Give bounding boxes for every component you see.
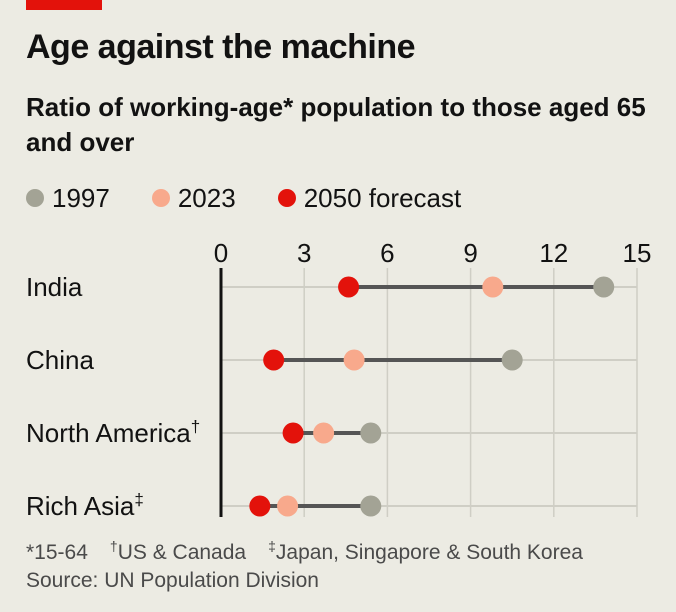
category-label-north-america: North America† [26, 417, 200, 448]
footnotes: *15-64 †US & Canada ‡Japan, Singapore & So… [26, 538, 605, 565]
x-tick-label-12: 12 [539, 238, 568, 268]
dot-china-y1997 [501, 349, 523, 371]
legend-label-1997: 1997 [52, 183, 110, 213]
footnote-working-age: *15-64 [26, 541, 88, 564]
dot-india-y2050 [338, 276, 360, 298]
legend-dot-1997 [26, 189, 44, 207]
dot-rich-asia-y2023 [277, 495, 299, 517]
dot-north-america-y1997 [360, 422, 382, 444]
footnote-dagger-text: US & Canada [117, 541, 247, 564]
legend-item-1997: 1997 [26, 182, 110, 214]
legend-label-2023: 2023 [177, 183, 236, 213]
footnote-rich-asia: ‡Japan, Singapore & South Korea [268, 538, 583, 564]
dot-north-america-y2023 [313, 422, 335, 444]
source-note: Source: UN Population Division [26, 569, 319, 592]
x-tick-label-0: 0 [214, 238, 228, 268]
dot-india-y2023 [482, 276, 504, 298]
footnote-dagger-symbol: † [109, 538, 118, 554]
dumbbell-chart: 0 3 6 9 12 15 India China North America† Rich Asi… [26, 238, 652, 521]
dot-china-y2050 [263, 349, 285, 371]
legend-item-2050: 2050 forecast [277, 182, 462, 214]
legend-dot-2050 [277, 189, 296, 207]
dot-china-y2023 [343, 349, 365, 371]
legend-item-2023: 2023 [151, 182, 236, 214]
dot-rich-asia-y2050 [249, 495, 271, 517]
x-tick-label-6: 6 [380, 238, 394, 268]
chart-subtitle: Ratio of working-age* population to thos… [26, 92, 646, 157]
footnote-double-dagger-text: Japan, Singapore & South Korea [275, 541, 583, 564]
x-tick-label-3: 3 [297, 238, 311, 268]
dot-rich-asia-y1997 [360, 495, 382, 517]
legend: 1997 2023 2050 forecast [26, 182, 503, 214]
footnote-us-canada: †US & Canada [109, 538, 247, 564]
dot-north-america-y2050 [282, 422, 304, 444]
dot-india-y1997 [593, 276, 615, 298]
legend-label-2050: 2050 forecast [303, 183, 462, 213]
category-label-india: India [26, 272, 83, 302]
chart-title: Age against the machine [26, 28, 416, 66]
legend-dot-2023 [151, 189, 170, 207]
x-tick-label-9: 9 [463, 238, 477, 268]
footnote-double-dagger-symbol: ‡ [268, 538, 276, 554]
category-label-rich-asia: Rich Asia‡ [26, 490, 144, 521]
brand-red-tag [26, 0, 102, 10]
category-label-china: China [26, 345, 94, 375]
x-tick-label-15: 15 [623, 238, 652, 268]
